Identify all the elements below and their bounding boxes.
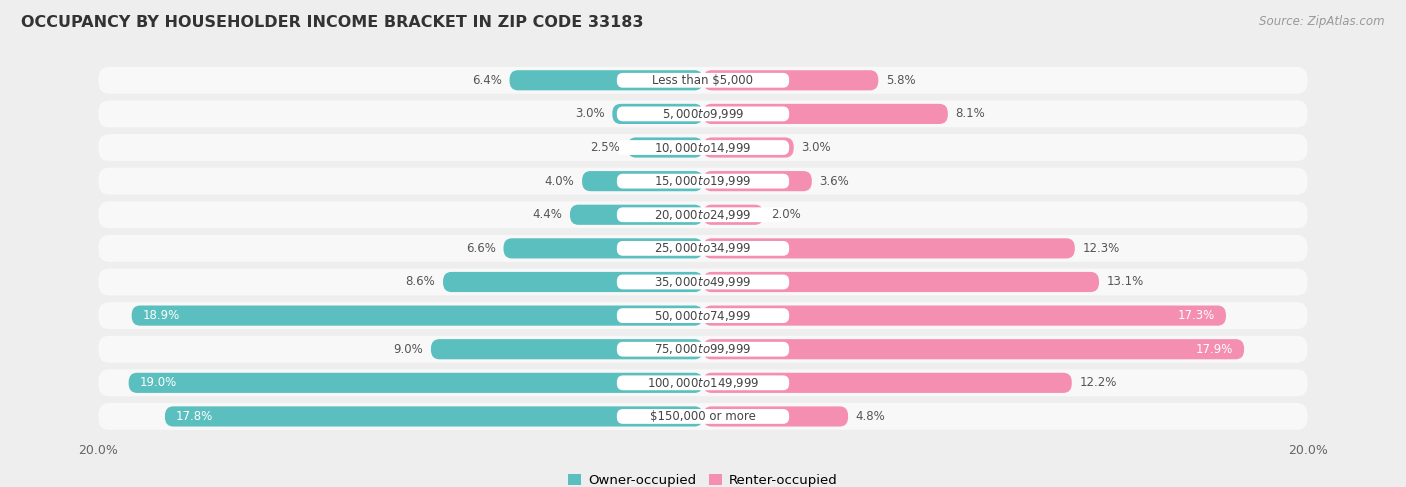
Legend: Owner-occupied, Renter-occupied: Owner-occupied, Renter-occupied — [562, 469, 844, 487]
Text: 6.4%: 6.4% — [472, 74, 502, 87]
Text: 8.1%: 8.1% — [956, 108, 986, 120]
FancyBboxPatch shape — [627, 137, 703, 158]
FancyBboxPatch shape — [430, 339, 703, 359]
Text: $150,000 or more: $150,000 or more — [650, 410, 756, 423]
Text: 17.3%: 17.3% — [1178, 309, 1215, 322]
FancyBboxPatch shape — [617, 375, 789, 390]
FancyBboxPatch shape — [617, 174, 789, 188]
FancyBboxPatch shape — [703, 238, 1074, 259]
Text: 2.5%: 2.5% — [591, 141, 620, 154]
Text: 18.9%: 18.9% — [142, 309, 180, 322]
FancyBboxPatch shape — [617, 342, 789, 356]
FancyBboxPatch shape — [617, 275, 789, 289]
Text: 3.0%: 3.0% — [801, 141, 831, 154]
FancyBboxPatch shape — [165, 406, 703, 427]
Text: Less than $5,000: Less than $5,000 — [652, 74, 754, 87]
FancyBboxPatch shape — [613, 104, 703, 124]
FancyBboxPatch shape — [129, 373, 703, 393]
Text: 3.6%: 3.6% — [820, 175, 849, 187]
Text: 13.1%: 13.1% — [1107, 276, 1144, 288]
FancyBboxPatch shape — [569, 205, 703, 225]
FancyBboxPatch shape — [617, 409, 789, 424]
FancyBboxPatch shape — [617, 107, 789, 121]
FancyBboxPatch shape — [98, 336, 1308, 363]
FancyBboxPatch shape — [703, 137, 793, 158]
Text: $15,000 to $19,999: $15,000 to $19,999 — [654, 174, 752, 188]
FancyBboxPatch shape — [617, 207, 789, 222]
FancyBboxPatch shape — [703, 339, 1244, 359]
FancyBboxPatch shape — [98, 302, 1308, 329]
FancyBboxPatch shape — [617, 140, 789, 155]
Text: 4.0%: 4.0% — [544, 175, 575, 187]
FancyBboxPatch shape — [98, 67, 1308, 94]
FancyBboxPatch shape — [703, 305, 1226, 326]
Text: $10,000 to $14,999: $10,000 to $14,999 — [654, 141, 752, 154]
Text: 6.6%: 6.6% — [465, 242, 496, 255]
FancyBboxPatch shape — [98, 100, 1308, 128]
FancyBboxPatch shape — [98, 268, 1308, 296]
FancyBboxPatch shape — [582, 171, 703, 191]
FancyBboxPatch shape — [509, 70, 703, 91]
Text: $5,000 to $9,999: $5,000 to $9,999 — [662, 107, 744, 121]
Text: 19.0%: 19.0% — [139, 376, 177, 389]
Text: 3.0%: 3.0% — [575, 108, 605, 120]
Text: $50,000 to $74,999: $50,000 to $74,999 — [654, 309, 752, 322]
Text: 17.9%: 17.9% — [1197, 343, 1233, 356]
Text: 5.8%: 5.8% — [886, 74, 915, 87]
FancyBboxPatch shape — [98, 369, 1308, 396]
FancyBboxPatch shape — [703, 406, 848, 427]
Text: $75,000 to $99,999: $75,000 to $99,999 — [654, 342, 752, 356]
Text: $20,000 to $24,999: $20,000 to $24,999 — [654, 208, 752, 222]
Text: $25,000 to $34,999: $25,000 to $34,999 — [654, 242, 752, 255]
FancyBboxPatch shape — [443, 272, 703, 292]
FancyBboxPatch shape — [98, 168, 1308, 195]
Text: 4.8%: 4.8% — [856, 410, 886, 423]
FancyBboxPatch shape — [617, 241, 789, 256]
Text: $100,000 to $149,999: $100,000 to $149,999 — [647, 376, 759, 390]
FancyBboxPatch shape — [703, 373, 1071, 393]
FancyBboxPatch shape — [132, 305, 703, 326]
Text: 9.0%: 9.0% — [394, 343, 423, 356]
FancyBboxPatch shape — [617, 73, 789, 88]
Text: $35,000 to $49,999: $35,000 to $49,999 — [654, 275, 752, 289]
FancyBboxPatch shape — [703, 272, 1099, 292]
FancyBboxPatch shape — [703, 171, 811, 191]
FancyBboxPatch shape — [503, 238, 703, 259]
Text: 2.0%: 2.0% — [770, 208, 801, 221]
FancyBboxPatch shape — [703, 70, 879, 91]
FancyBboxPatch shape — [617, 308, 789, 323]
Text: 17.8%: 17.8% — [176, 410, 212, 423]
Text: 8.6%: 8.6% — [406, 276, 436, 288]
FancyBboxPatch shape — [703, 104, 948, 124]
Text: 4.4%: 4.4% — [533, 208, 562, 221]
FancyBboxPatch shape — [98, 134, 1308, 161]
Text: OCCUPANCY BY HOUSEHOLDER INCOME BRACKET IN ZIP CODE 33183: OCCUPANCY BY HOUSEHOLDER INCOME BRACKET … — [21, 15, 644, 30]
FancyBboxPatch shape — [98, 403, 1308, 430]
FancyBboxPatch shape — [703, 205, 763, 225]
Text: 12.3%: 12.3% — [1083, 242, 1119, 255]
Text: Source: ZipAtlas.com: Source: ZipAtlas.com — [1260, 15, 1385, 28]
FancyBboxPatch shape — [98, 201, 1308, 228]
Text: 12.2%: 12.2% — [1080, 376, 1116, 389]
FancyBboxPatch shape — [98, 235, 1308, 262]
